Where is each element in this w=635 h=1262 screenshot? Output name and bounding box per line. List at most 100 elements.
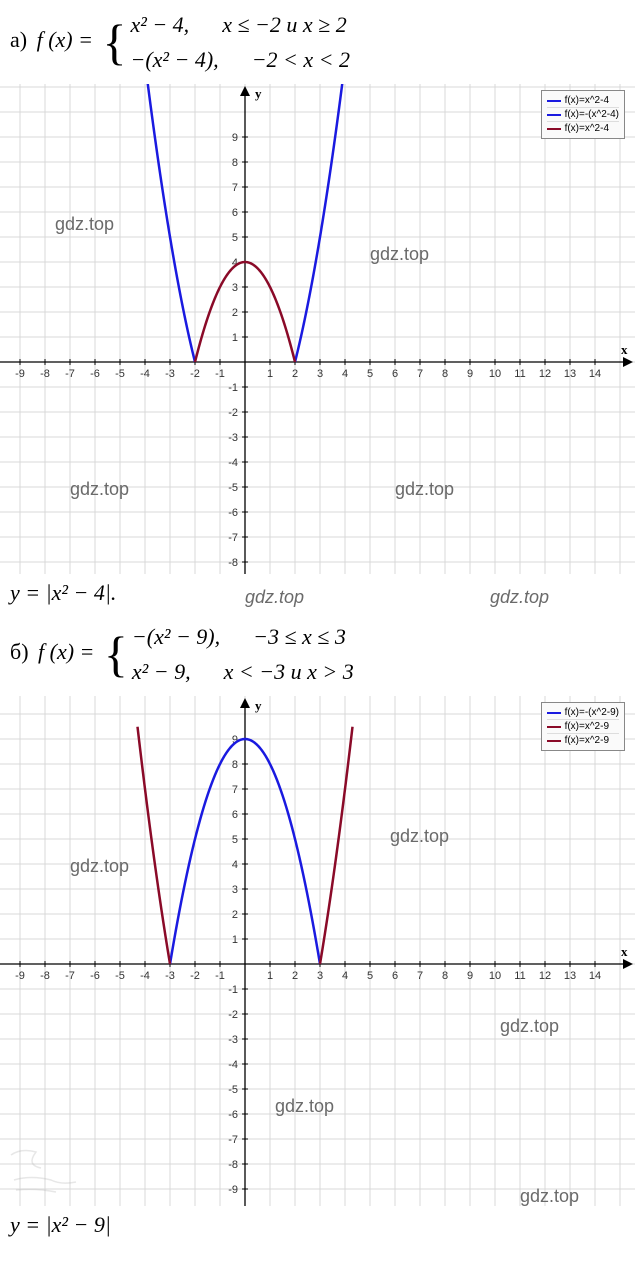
svg-text:4: 4 (232, 859, 238, 871)
legend-swatch (547, 726, 561, 728)
svg-text:6: 6 (392, 970, 398, 982)
case-a2: −(x² − 4), −2 < x < 2 (130, 43, 350, 76)
svg-text:8: 8 (232, 157, 238, 169)
problem-a-letter: а) (10, 27, 27, 52)
svg-text:14: 14 (589, 368, 601, 380)
svg-text:2: 2 (232, 307, 238, 319)
svg-text:5: 5 (232, 232, 238, 244)
svg-text:7: 7 (417, 970, 423, 982)
svg-text:y: y (255, 698, 262, 713)
svg-text:-4: -4 (228, 1059, 238, 1071)
legend-swatch (547, 128, 561, 130)
svg-text:-5: -5 (115, 368, 125, 380)
case-b1: −(x² − 9), −3 ≤ x ≤ 3 (132, 620, 354, 653)
piecewise-a: { x² − 4, x ≤ −2 и x ≥ 2 −(x² − 4), −2 <… (98, 8, 350, 76)
brace-icon: { (104, 630, 128, 678)
svg-text:10: 10 (489, 368, 501, 380)
svg-text:-1: -1 (215, 368, 225, 380)
legend-row: f(x)=x^2-4 (547, 94, 619, 108)
piecewise-b: { −(x² − 9), −3 ≤ x ≤ 3 x² − 9, x < −3 и… (100, 620, 354, 688)
chart-b-legend: f(x)=-(x^2-9) f(x)=x^2-9 f(x)=x^2-9 (541, 702, 625, 751)
svg-text:7: 7 (232, 182, 238, 194)
svg-text:2: 2 (232, 909, 238, 921)
svg-text:4: 4 (342, 970, 348, 982)
svg-text:-8: -8 (40, 368, 50, 380)
legend-swatch (547, 740, 561, 742)
svg-text:8: 8 (442, 368, 448, 380)
svg-text:x: x (621, 944, 628, 959)
svg-text:9: 9 (467, 970, 473, 982)
svg-text:5: 5 (367, 970, 373, 982)
svg-text:-3: -3 (228, 1034, 238, 1046)
legend-label: f(x)=x^2-9 (565, 721, 609, 732)
svg-text:8: 8 (442, 970, 448, 982)
svg-text:6: 6 (232, 809, 238, 821)
case-a1: x² − 4, x ≤ −2 и x ≥ 2 (130, 8, 350, 41)
svg-text:3: 3 (232, 282, 238, 294)
svg-text:-9: -9 (15, 368, 25, 380)
svg-text:-7: -7 (65, 368, 75, 380)
svg-text:6: 6 (232, 207, 238, 219)
svg-text:9: 9 (467, 368, 473, 380)
svg-text:3: 3 (317, 368, 323, 380)
svg-text:1: 1 (232, 934, 238, 946)
svg-text:-7: -7 (65, 970, 75, 982)
svg-text:-5: -5 (115, 970, 125, 982)
result-b: y = |x² − 9| (0, 1206, 635, 1244)
fx-label: f (x) = (38, 639, 94, 664)
svg-text:-8: -8 (228, 557, 238, 569)
svg-text:5: 5 (367, 368, 373, 380)
legend-label: f(x)=x^2-9 (565, 735, 609, 746)
svg-text:12: 12 (539, 970, 551, 982)
svg-text:-4: -4 (140, 368, 150, 380)
legend-swatch (547, 100, 561, 102)
svg-text:-1: -1 (228, 382, 238, 394)
svg-text:-6: -6 (90, 970, 100, 982)
svg-text:12: 12 (539, 368, 551, 380)
svg-text:-1: -1 (228, 984, 238, 996)
svg-text:2: 2 (292, 368, 298, 380)
svg-text:-3: -3 (228, 432, 238, 444)
svg-text:-8: -8 (228, 1159, 238, 1171)
svg-text:-2: -2 (190, 970, 200, 982)
svg-text:-2: -2 (190, 368, 200, 380)
chart-a-svg: yx-9-8-7-6-5-4-3-2-11234567891011121314-… (0, 84, 635, 574)
svg-text:-9: -9 (15, 970, 25, 982)
svg-text:3: 3 (317, 970, 323, 982)
legend-row: f(x)=-(x^2-4) (547, 108, 619, 122)
fx-label: f (x) = (37, 27, 93, 52)
svg-text:11: 11 (514, 970, 525, 982)
corner-scribble-icon (6, 1140, 96, 1200)
svg-text:-1: -1 (215, 970, 225, 982)
svg-text:2: 2 (292, 970, 298, 982)
svg-text:10: 10 (489, 970, 501, 982)
legend-label: f(x)=x^2-4 (565, 123, 609, 134)
legend-row: f(x)=x^2-4 (547, 122, 619, 135)
case-b2: x² − 9, x < −3 и x > 3 (132, 655, 354, 688)
svg-text:1: 1 (232, 332, 238, 344)
svg-text:11: 11 (514, 368, 525, 380)
svg-text:7: 7 (232, 784, 238, 796)
problem-b-formula: б) f (x) = { −(x² − 9), −3 ≤ x ≤ 3 x² − … (0, 612, 635, 696)
svg-text:3: 3 (232, 884, 238, 896)
problem-a-formula: а) f (x) = { x² − 4, x ≤ −2 и x ≥ 2 −(x²… (0, 0, 635, 84)
legend-row: f(x)=-(x^2-9) (547, 706, 619, 720)
legend-label: f(x)=-(x^2-4) (565, 109, 619, 120)
chart-a: yx-9-8-7-6-5-4-3-2-11234567891011121314-… (0, 84, 635, 574)
legend-row: f(x)=x^2-9 (547, 734, 619, 747)
svg-text:-3: -3 (165, 970, 175, 982)
legend-label: f(x)=-(x^2-9) (565, 707, 619, 718)
chart-a-legend: f(x)=x^2-4 f(x)=-(x^2-4) f(x)=x^2-4 (541, 90, 625, 139)
svg-text:-3: -3 (165, 368, 175, 380)
svg-text:-7: -7 (228, 1134, 238, 1146)
svg-text:1: 1 (267, 368, 273, 380)
svg-text:-5: -5 (228, 482, 238, 494)
svg-text:13: 13 (564, 970, 576, 982)
svg-text:6: 6 (392, 368, 398, 380)
legend-label: f(x)=x^2-4 (565, 95, 609, 106)
chart-b-svg: yx-9-8-7-6-5-4-3-2-11234567891011121314-… (0, 696, 635, 1206)
svg-text:8: 8 (232, 759, 238, 771)
svg-text:y: y (255, 86, 262, 101)
svg-text:9: 9 (232, 132, 238, 144)
legend-row: f(x)=x^2-9 (547, 720, 619, 734)
